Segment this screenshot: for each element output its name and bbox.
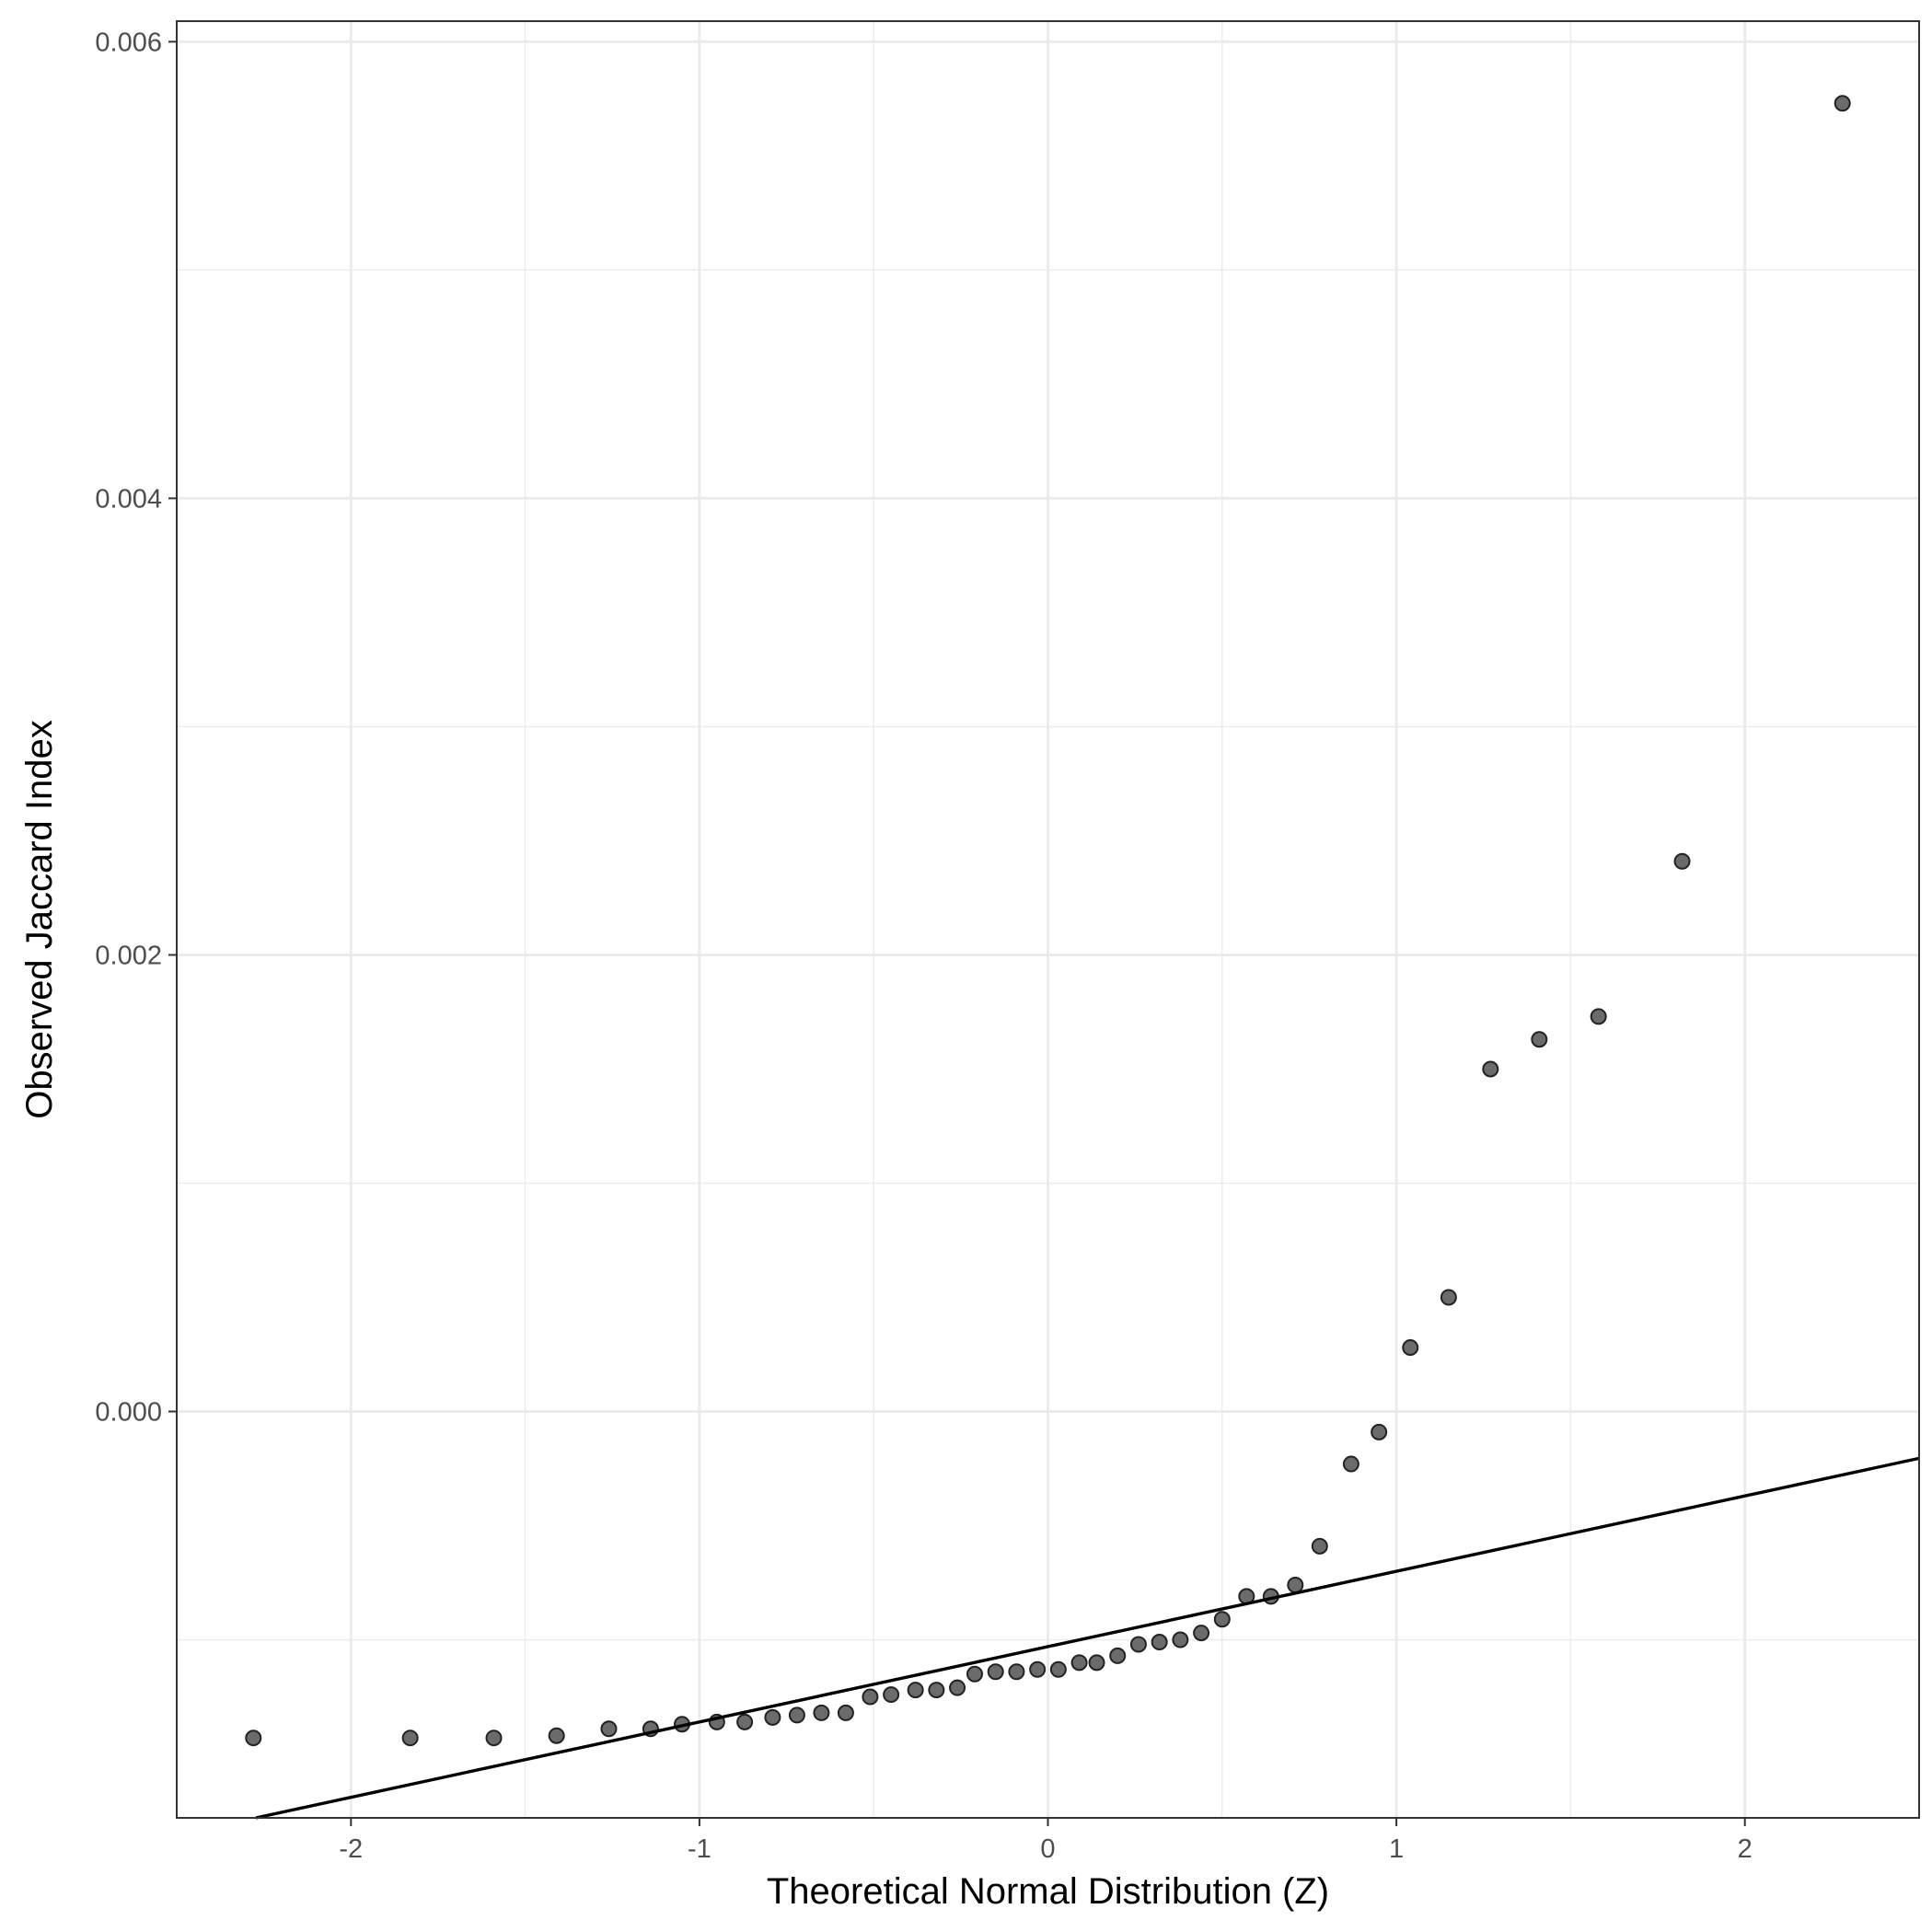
data-point — [1151, 1634, 1168, 1651]
x-tick-label: 0 — [1040, 1834, 1055, 1864]
data-point — [837, 1704, 854, 1721]
data-point — [949, 1679, 966, 1696]
data-point — [883, 1686, 900, 1704]
y-tick-label: 0.006 — [95, 28, 162, 57]
data-point — [485, 1730, 503, 1747]
data-point — [1213, 1611, 1231, 1628]
data-point — [966, 1665, 983, 1683]
x-tick-label: -2 — [339, 1834, 363, 1864]
data-point — [401, 1730, 419, 1747]
data-point — [907, 1682, 924, 1699]
data-point — [1531, 1031, 1548, 1048]
data-point — [1590, 1008, 1607, 1025]
x-axis: -2 -1 0 1 2 — [339, 1818, 1753, 1864]
data-point — [1070, 1654, 1088, 1672]
data-point — [1109, 1647, 1127, 1664]
data-point — [1342, 1455, 1359, 1473]
x-tick-label: 1 — [1389, 1834, 1404, 1864]
plot-panel — [176, 20, 1920, 1820]
x-tick-label: -1 — [688, 1834, 711, 1864]
data-point — [1834, 95, 1851, 112]
x-tick-label: 2 — [1738, 1834, 1753, 1864]
data-point — [245, 1730, 262, 1747]
data-point — [1049, 1660, 1067, 1678]
reference-line — [255, 1456, 1920, 1820]
data-point — [862, 1688, 879, 1706]
data-point — [736, 1713, 754, 1730]
data-point — [1440, 1289, 1457, 1306]
data-point — [548, 1727, 565, 1744]
data-point — [928, 1682, 945, 1699]
data-point — [813, 1704, 830, 1721]
data-point — [1673, 852, 1691, 870]
data-point — [764, 1708, 781, 1726]
y-tick-label: 0.002 — [95, 941, 162, 970]
data-point — [1482, 1060, 1499, 1078]
data-points — [245, 95, 1851, 1747]
data-point — [1088, 1654, 1105, 1672]
major-gridlines — [177, 21, 1919, 1818]
data-point — [1008, 1663, 1025, 1681]
data-point — [1287, 1577, 1304, 1594]
x-axis-title: Theoretical Normal Distribution (Z) — [767, 1871, 1329, 1912]
y-axis-title: Observed Jaccard Index — [19, 720, 60, 1119]
data-point — [1402, 1339, 1419, 1357]
data-point — [600, 1720, 618, 1738]
y-axis: 0.000 0.002 0.004 0.006 — [95, 28, 177, 1428]
y-tick-label: 0.004 — [95, 484, 162, 514]
data-point — [1193, 1625, 1210, 1642]
data-point — [788, 1706, 805, 1724]
data-point — [1172, 1631, 1189, 1649]
data-point — [1029, 1660, 1047, 1678]
data-point — [1371, 1423, 1388, 1440]
data-point — [987, 1663, 1004, 1681]
data-point — [1311, 1537, 1328, 1555]
y-tick-label: 0.000 — [95, 1398, 162, 1428]
data-point — [1129, 1636, 1147, 1653]
